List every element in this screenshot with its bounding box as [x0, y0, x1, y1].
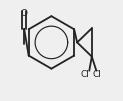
- Text: Cl: Cl: [93, 70, 102, 79]
- Text: Cl: Cl: [81, 70, 90, 79]
- Text: O: O: [21, 9, 28, 18]
